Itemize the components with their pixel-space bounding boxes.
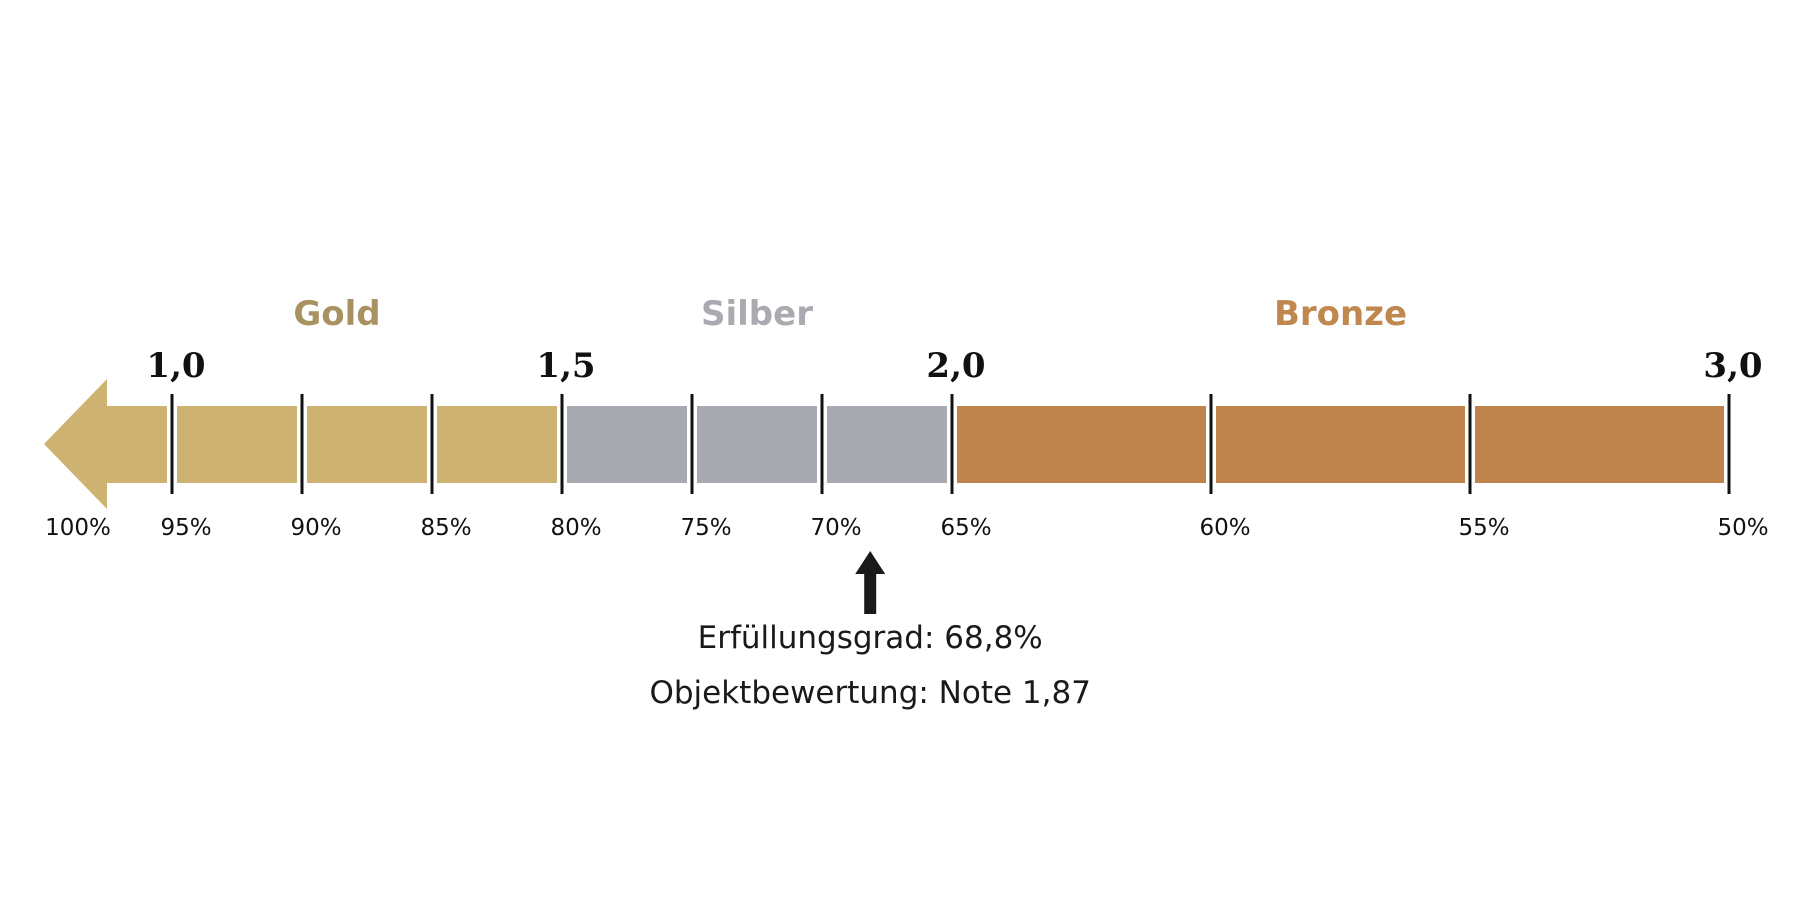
- segment-bronze: [1475, 406, 1724, 483]
- percent-label: 90%: [290, 515, 341, 541]
- percent-label: 55%: [1458, 515, 1509, 541]
- percent-label: 60%: [1199, 515, 1250, 541]
- segment-gold: [437, 406, 557, 483]
- segment-gold: [307, 406, 427, 483]
- percent-label: 70%: [810, 515, 861, 541]
- percent-label: 75%: [680, 515, 731, 541]
- percent-label: 100%: [45, 515, 111, 541]
- category-label-gold: Gold: [293, 294, 380, 334]
- percent-label: 80%: [550, 515, 601, 541]
- segment-silber: [697, 406, 817, 483]
- grade-label: 2,0: [926, 346, 985, 386]
- percent-label: 50%: [1717, 515, 1768, 541]
- category-label-silber: Silber: [701, 294, 813, 334]
- gold-arrow-segment: [44, 379, 167, 509]
- grade-label: 1,5: [536, 346, 595, 386]
- rating-text: Objektbewertung: Note 1,87: [649, 675, 1090, 711]
- segment-bronze: [957, 406, 1206, 483]
- segment-gold: [177, 406, 297, 483]
- grade-label: 1,0: [146, 346, 205, 386]
- category-label-bronze: Bronze: [1274, 294, 1407, 334]
- arrow-up-icon: [855, 551, 886, 614]
- fulfillment-text: Erfüllungsgrad: 68,8%: [698, 620, 1043, 656]
- percent-label: 65%: [940, 515, 991, 541]
- percent-label: 85%: [420, 515, 471, 541]
- segment-silber: [827, 406, 947, 483]
- segment-bronze: [1216, 406, 1465, 483]
- grade-label: 3,0: [1703, 346, 1762, 386]
- segment-silber: [567, 406, 687, 483]
- percent-label: 95%: [160, 515, 211, 541]
